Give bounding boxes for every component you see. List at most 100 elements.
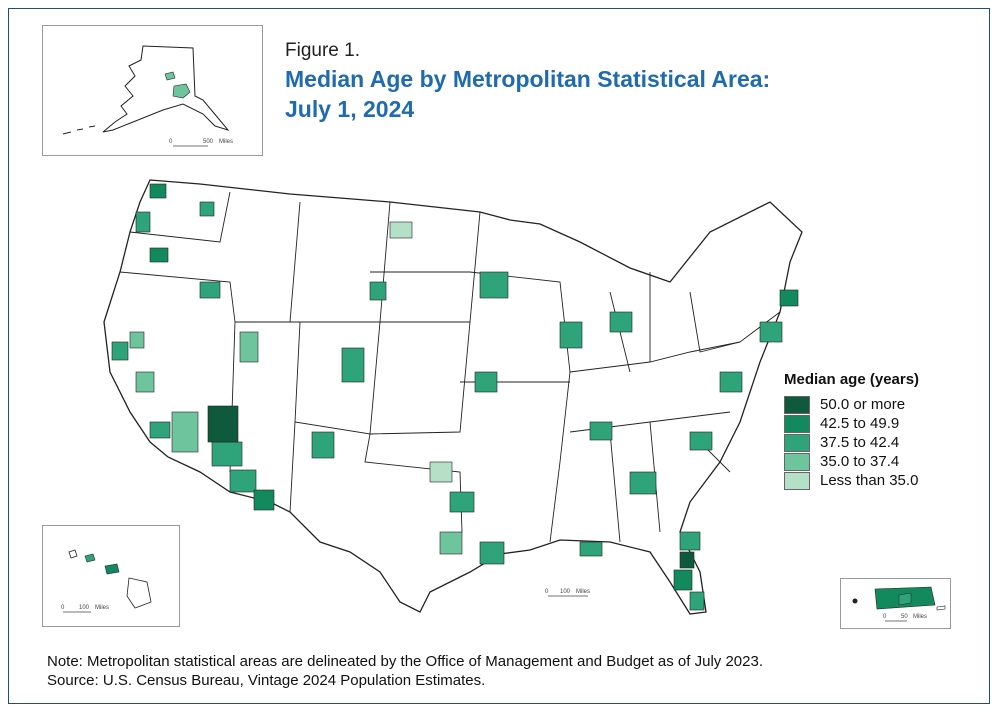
alaska-scale-unit: Miles [219,139,233,145]
pr-metro-2 [898,592,912,606]
vieques [936,605,946,611]
mona-island [852,598,858,604]
legend-label: Less than 35.0 [820,472,919,489]
hawaii-scale-distance: 100 [79,605,90,611]
metro-jacksonville [679,531,701,551]
legend-label: 37.5 to 42.4 [820,434,900,451]
metro-okc [429,461,453,483]
legend-swatch [784,433,810,452]
note-text: Note: Metropolitan statistical areas are… [47,653,763,670]
pr-scale-unit: Miles [913,614,927,620]
conus-scale-unit: Miles [576,589,590,595]
metro-phoenix [211,441,243,467]
big-island [126,577,152,609]
puerto-rico-map: 0 50 Miles [852,586,946,622]
metro-chicago [559,321,583,349]
alaska-scale-distance: 500 [203,139,214,145]
legend-swatch [784,414,810,433]
legend-swatch [784,471,810,490]
metro-dallas [449,491,475,513]
metro-bend [149,247,169,263]
hawaii-scale-unit: Miles [95,605,109,611]
hawaii-map: 0 100 Miles [61,549,152,613]
metro-fresno [135,371,155,393]
figure-frame [8,8,990,704]
legend-item: 50.0 or more [784,395,919,414]
metro-houston [479,541,505,565]
legend: Median age (years) 50.0 or more 42.5 to … [784,371,919,490]
metro-slc [239,331,259,363]
metro-seattle [149,183,167,199]
metro-new-orleans [579,541,603,557]
metro-billings [369,281,387,301]
kauai [68,549,78,559]
alaska-inset: 0 500 Miles [42,25,263,156]
border-6 [369,321,471,435]
metro-tampa [673,569,693,591]
alaska-map: 0 500 Miles [62,45,233,147]
conus-scale-zero: 0 [545,589,549,595]
alaska-outline [102,45,230,133]
metro-charlotte [689,431,713,451]
oahu-honolulu-msa [84,553,96,563]
pr-scale-zero: 0 [883,614,887,620]
anchorage-msa [172,83,191,99]
metro-riverside [171,411,199,453]
metro-spokane [199,201,215,217]
conus-map: 0 100 Miles [103,179,803,615]
legend-label: 42.5 to 49.9 [820,415,900,432]
metro-minneapolis [479,271,509,299]
figure-title: Median Age by Metropolitan Statistical A… [285,64,845,124]
title-line-1: Median Age by Metropolitan Statistical A… [285,66,771,92]
border-2 [119,271,236,323]
figure-label: Figure 1. [285,40,360,61]
conus-scale-distance: 100 [560,589,571,595]
metro-detroit [609,311,633,333]
border-7 [294,321,381,435]
metro-austin [439,531,463,555]
aleutian-islands [62,125,96,135]
hawaii-inset: 0 100 Miles [42,525,180,627]
metro-kc [474,371,498,393]
title-line-2: July 1, 2024 [285,96,415,122]
metro-dc [719,371,743,393]
metro-denver [341,347,365,383]
metro-nyc [759,321,783,343]
metro-albuquerque [311,431,335,459]
legend-item: Less than 35.0 [784,471,919,490]
metro-portland [135,211,151,233]
border-14 [569,341,741,373]
metro-boston [779,289,799,307]
metro-prescott [207,405,239,443]
notes: Note: Metropolitan statistical areas are… [47,652,763,690]
legend-swatch [784,452,810,471]
source-text: Source: U.S. Census Bureau, Vintage 2024… [47,672,486,689]
metro-sierra-vista [253,489,275,511]
hawaii-scale-zero: 0 [61,605,65,611]
border-1 [129,191,231,243]
alaska-scale-zero: 0 [169,139,173,145]
border-9 [289,421,296,513]
legend-title: Median age (years) [784,371,920,388]
metro-sacramento [129,331,145,349]
legend-label: 35.0 to 37.4 [820,453,900,470]
fairbanks-msa [164,71,176,81]
metro-miami [689,591,705,611]
pr-scale-distance: 50 [901,614,908,620]
maui-msa [104,563,120,575]
metro-areas [111,183,799,611]
metro-the-villages [679,551,695,569]
metro-la [149,421,171,439]
metro-nashville [589,421,613,441]
legend-item: 37.5 to 42.4 [784,433,919,452]
metro-fargo [389,221,413,239]
metro-atlanta [629,471,657,495]
metro-tucson [229,469,257,493]
puerto-rico-inset: 0 50 Miles [840,578,951,629]
legend-swatch [784,395,810,414]
conus-outline [103,179,803,615]
border-16 [609,431,621,543]
metro-boise [199,281,221,299]
metro-sf [111,341,129,361]
legend-item: 35.0 to 37.4 [784,452,919,471]
